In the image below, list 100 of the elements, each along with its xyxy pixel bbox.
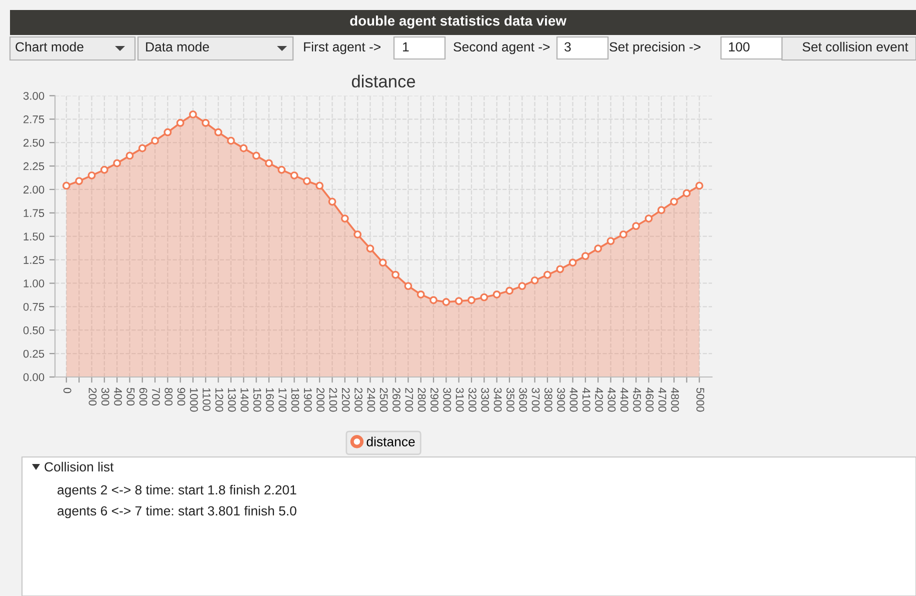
x-tick-label: 3600 — [519, 388, 527, 412]
point — [505, 286, 514, 295]
point — [366, 244, 374, 252]
x-tick-label: 1800 — [291, 388, 300, 412]
y-tick-label: 2.75 — [24, 115, 44, 124]
x-tick-label: 2400 — [367, 388, 376, 412]
x-tick-label: 4100 — [582, 388, 590, 412]
point — [354, 230, 362, 238]
text: Collision list — [44, 462, 114, 472]
point — [290, 171, 298, 180]
x-tick-label: 0 — [63, 388, 72, 394]
point — [619, 230, 628, 238]
point — [75, 177, 84, 185]
x-tick-label: 3200 — [468, 388, 476, 412]
x-tick-label: 5000 — [696, 388, 704, 412]
point — [328, 198, 336, 206]
x-tick-label: 3800 — [544, 388, 552, 412]
point — [492, 290, 501, 298]
point — [606, 237, 615, 245]
point — [202, 118, 210, 127]
point — [100, 166, 108, 174]
point — [657, 206, 666, 214]
point — [468, 296, 476, 304]
x-tick-label: 3700 — [532, 388, 540, 412]
point — [594, 244, 602, 252]
x-tick-label: 1600 — [266, 388, 274, 412]
x-tick-label: 3000 — [443, 388, 452, 412]
point — [113, 159, 121, 168]
x-tick-label: 2500 — [380, 388, 388, 412]
x-tick-label: 4300 — [608, 388, 616, 412]
point — [214, 128, 222, 136]
point — [543, 270, 552, 279]
x-tick-label: 3400 — [494, 388, 502, 412]
text: Set collision event — [802, 42, 908, 52]
y-tick-label: 1.00 — [24, 280, 44, 288]
y-tick-label: 0.75 — [23, 302, 44, 311]
x-tick-label: 3500 — [506, 388, 514, 412]
point — [682, 189, 691, 198]
point — [88, 171, 96, 180]
y-tick-label: 2.00 — [24, 186, 44, 194]
point — [302, 177, 311, 185]
point — [138, 144, 146, 152]
point — [240, 144, 248, 152]
y-tick-label: 0.50 — [23, 326, 44, 334]
point — [340, 214, 349, 222]
x-tick-label: 400 — [114, 388, 122, 406]
point — [670, 198, 678, 206]
point — [518, 282, 526, 290]
point — [416, 290, 425, 298]
x-tick-label: 900 — [177, 388, 186, 406]
x-tick-label: 600 — [139, 388, 148, 406]
point — [556, 265, 564, 274]
point — [189, 110, 197, 118]
x-tick-label: 2000 — [316, 388, 324, 412]
point — [62, 182, 70, 190]
text: 1 — [403, 42, 409, 52]
point — [454, 297, 463, 306]
x-tick-label: 200 — [88, 388, 97, 406]
point — [252, 152, 260, 160]
x-tick-label: 1300 — [228, 388, 236, 412]
x-tick-label: 4500 — [633, 388, 641, 412]
y-tick-label: 2.25 — [24, 162, 44, 170]
text: Data mode — [146, 42, 209, 52]
point — [378, 258, 387, 267]
point — [227, 136, 235, 145]
x-tick-label: 4200 — [595, 388, 603, 412]
y-tick-label: 1.50 — [24, 232, 44, 240]
text: First agent -> — [304, 42, 380, 54]
x-tick-label: 4400 — [620, 388, 628, 412]
point — [581, 252, 590, 260]
x-tick-label: 300 — [101, 388, 110, 406]
point — [164, 128, 172, 136]
x-tick-label: 1400 — [240, 388, 249, 412]
x-tick-label: 4600 — [646, 388, 654, 412]
point — [392, 270, 400, 279]
x-tick-label: 3100 — [456, 388, 464, 412]
text: 3 — [564, 42, 571, 52]
x-tick-label: 2100 — [329, 388, 338, 412]
x-tick-label: 1900 — [304, 388, 312, 412]
text: Chart mode — [16, 42, 84, 52]
point — [430, 296, 438, 304]
point — [632, 222, 640, 230]
point — [695, 182, 704, 190]
point — [264, 159, 273, 168]
text: 100 — [729, 42, 750, 52]
text: agents 6 <-> 7 time: start 3.801 finish 5.0 — [58, 506, 296, 518]
point — [126, 152, 134, 160]
legend-label: distance — [366, 436, 415, 446]
chart-title: distance — [352, 74, 416, 88]
x-tick-label: 1100 — [202, 388, 211, 411]
y-tick-label: 1.25 — [24, 256, 44, 264]
x-tick-label: 500 — [126, 388, 135, 406]
x-tick-label: 4000 — [570, 388, 578, 412]
x-tick-label: 1000 — [190, 388, 198, 412]
y-tick-label: 3.00 — [23, 92, 44, 100]
x-tick-label: 2600 — [392, 388, 400, 412]
text: Second agent -> — [454, 42, 550, 54]
point — [442, 298, 450, 306]
x-tick-label: 2200 — [342, 388, 350, 412]
text: agents 2 <-> 8 time: start 1.8 finish 2.201 — [58, 484, 296, 498]
